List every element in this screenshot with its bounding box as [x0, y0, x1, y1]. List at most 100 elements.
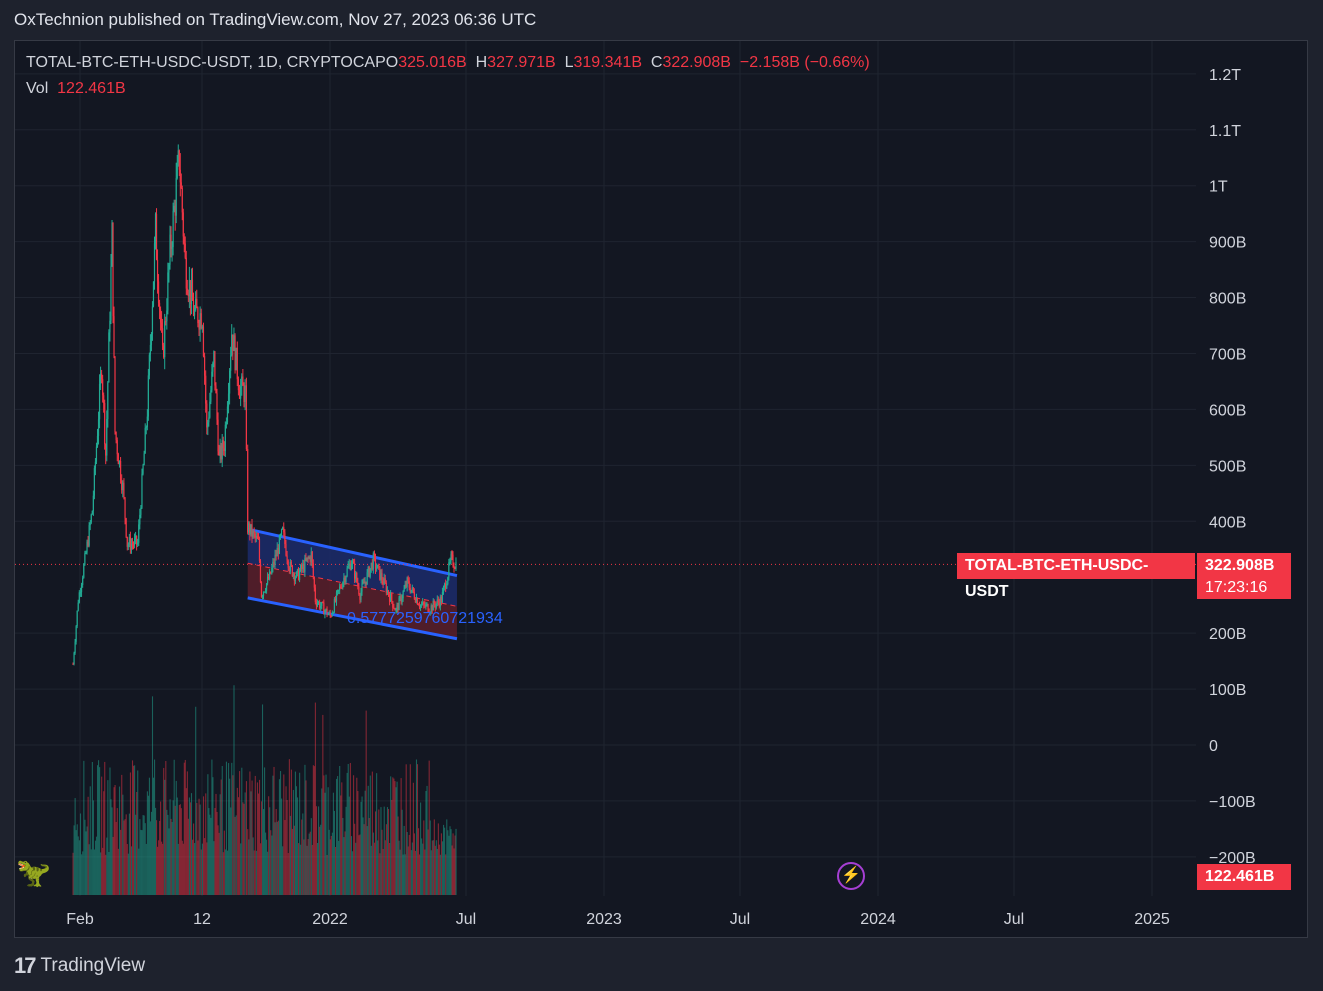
candle-body — [321, 601, 323, 606]
volume-bar — [114, 784, 116, 895]
candle — [255, 531, 257, 543]
candle — [186, 279, 188, 296]
candle-body — [411, 587, 413, 590]
candle-body — [407, 577, 409, 582]
candle — [330, 614, 332, 618]
candle — [214, 351, 216, 391]
candle — [151, 301, 154, 341]
volume-bar — [355, 842, 357, 895]
candle-body — [325, 608, 327, 611]
volume-bar — [445, 854, 447, 895]
candle — [233, 327, 235, 352]
volume-bar — [151, 696, 154, 895]
candle-body — [329, 612, 331, 616]
candle-body — [108, 332, 110, 383]
candle — [247, 444, 249, 535]
volume-bar — [370, 845, 372, 895]
volume-bar — [422, 843, 424, 895]
footer-brand[interactable]: 17 TradingView — [14, 953, 145, 979]
candle-body — [440, 596, 442, 603]
candle — [177, 144, 179, 167]
candle-body — [171, 247, 173, 249]
volume-bar — [200, 849, 202, 895]
candle — [183, 233, 185, 253]
volume-bar — [401, 809, 403, 895]
volume-bar — [73, 825, 75, 895]
candle-body — [133, 539, 136, 546]
candle — [103, 392, 105, 413]
volume-bar — [439, 854, 441, 895]
candle — [455, 557, 457, 572]
candle — [282, 526, 284, 530]
candle — [426, 602, 428, 607]
volume-bar — [109, 767, 111, 895]
candle — [440, 594, 442, 606]
volume-bar — [276, 821, 278, 895]
candle-body — [390, 593, 392, 602]
candle — [361, 579, 363, 596]
x-tick-label: Jul — [456, 911, 476, 928]
candle-body — [149, 344, 152, 355]
candle — [325, 608, 327, 612]
volume-bar — [165, 761, 167, 895]
candle — [368, 565, 370, 578]
channel-upper-line — [247, 527, 458, 577]
volume-bar — [270, 830, 272, 895]
candle-body — [121, 480, 123, 491]
volume-bar — [145, 843, 147, 895]
candle-body — [240, 386, 242, 399]
volume-bar — [258, 779, 261, 895]
candle — [430, 603, 432, 615]
candle-body — [249, 523, 251, 535]
candle-body — [137, 542, 139, 545]
candle — [411, 584, 413, 594]
candle-body — [370, 562, 372, 569]
candle — [422, 598, 424, 606]
candle-body — [368, 566, 370, 577]
dino-icon[interactable]: 🦖 — [16, 857, 51, 888]
candle — [437, 596, 439, 606]
volume-bar — [423, 820, 425, 895]
candle — [206, 400, 208, 435]
candle — [251, 518, 253, 543]
candle — [164, 313, 166, 370]
candle — [371, 559, 373, 571]
volume-price-tag: 122.461B — [1197, 864, 1291, 890]
candle-body — [424, 604, 426, 607]
candle — [402, 590, 404, 602]
volume-bar — [424, 849, 426, 895]
candle-body — [146, 416, 148, 428]
candle — [292, 572, 294, 580]
open-value: 325.016B — [398, 54, 467, 71]
volume-bar — [240, 843, 242, 895]
candle-body — [355, 572, 357, 579]
candle-body — [200, 313, 202, 329]
candle-body — [117, 454, 119, 465]
candle — [327, 612, 329, 616]
candle — [416, 597, 419, 606]
candle-body — [418, 605, 421, 608]
volume-bar — [139, 819, 141, 895]
candle-body — [212, 362, 214, 372]
candle-body — [393, 607, 395, 609]
candle-body — [347, 565, 349, 569]
volume-bar — [337, 776, 339, 895]
volume-bar — [347, 763, 349, 895]
candle — [277, 544, 279, 560]
candle-body — [419, 605, 422, 608]
candle — [72, 662, 74, 665]
lightning-icon[interactable]: ⚡ — [837, 862, 865, 890]
candle — [298, 568, 301, 583]
volume-bar — [338, 840, 340, 895]
volume-bar — [233, 685, 235, 895]
candle — [185, 250, 187, 296]
candle — [89, 520, 91, 531]
candle-body — [114, 356, 116, 432]
volume-bar — [267, 851, 269, 895]
volume-bar — [79, 813, 82, 895]
candle-body — [307, 557, 309, 559]
candle-body — [178, 150, 180, 170]
volume-bar — [103, 791, 105, 895]
candle — [366, 569, 368, 586]
